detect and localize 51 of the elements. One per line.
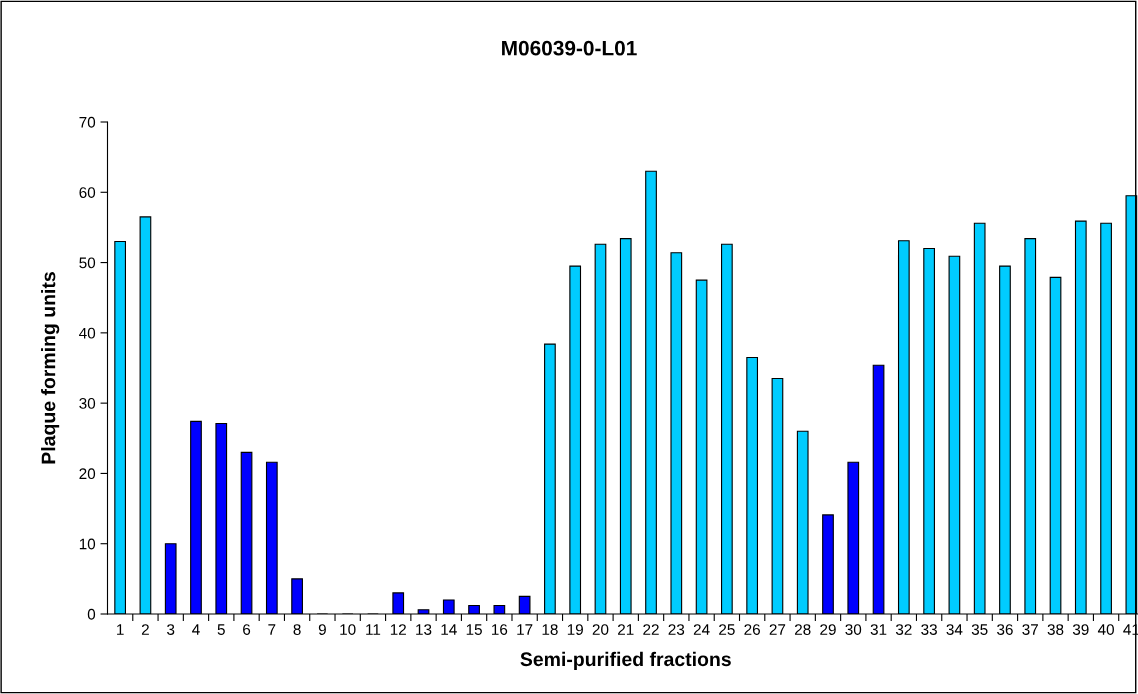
x-tick-label: 1 <box>117 624 124 635</box>
x-tick-label: 16 <box>492 624 508 635</box>
x-tick-label: 18 <box>542 624 558 635</box>
x-tick-label: 10 <box>340 624 356 635</box>
x-tick-label: 24 <box>693 624 710 635</box>
x-tick-label: 17 <box>517 624 533 635</box>
y-tick-label: 30 <box>79 398 96 409</box>
x-tick-label: 28 <box>794 624 811 635</box>
x-tick-label: 15 <box>466 624 482 635</box>
x-tick-label: 32 <box>895 624 912 635</box>
x-tick-label: 4 <box>192 624 200 635</box>
x-tick-label: 34 <box>946 624 963 635</box>
x-tick-label: 5 <box>217 624 225 635</box>
x-tick-label: 25 <box>719 624 735 635</box>
y-tick-label: 40 <box>79 327 96 339</box>
x-tick-label: 30 <box>845 624 862 635</box>
y-axis-title: Plaque forming units <box>41 272 60 464</box>
y-tick-label: 70 <box>79 116 96 128</box>
x-tick-label: 8 <box>293 624 301 635</box>
y-tick-label: 50 <box>79 257 96 269</box>
y-tick-label: 20 <box>79 468 96 480</box>
x-tick-label: 19 <box>567 624 583 635</box>
x-tick-label: 9 <box>318 624 326 635</box>
chart-title: M06039-0-L01 <box>502 40 637 56</box>
x-tick-label: 23 <box>668 624 685 635</box>
x-tick-label: 3 <box>167 624 175 635</box>
x-tick-label: 38 <box>1047 624 1064 635</box>
x-tick-label: 2 <box>141 624 149 635</box>
x-tick-label: 26 <box>744 624 760 635</box>
x-tick-label: 6 <box>243 624 251 635</box>
x-tick-label: 20 <box>592 624 609 635</box>
y-tick-label: 0 <box>87 608 96 620</box>
x-tick-label: 35 <box>971 624 988 635</box>
x-tick-label: 12 <box>390 624 406 635</box>
x-tick-label: 11 <box>366 624 381 635</box>
x-tick-label: 37 <box>1022 624 1038 635</box>
x-tick-label: 13 <box>416 624 432 635</box>
x-tick-label: 31 <box>870 624 887 635</box>
x-tick-label: 14 <box>441 624 457 635</box>
x-tick-label: 39 <box>1072 624 1089 635</box>
x-tick-label: 7 <box>268 624 276 635</box>
x-tick-label: 33 <box>921 624 937 635</box>
x-tick-label: 36 <box>997 624 1013 635</box>
y-tick-label: 10 <box>79 538 96 550</box>
x-tick-label: 29 <box>820 624 836 635</box>
x-tick-label: 21 <box>618 624 634 635</box>
x-axis-title: Semi-purified fractions <box>520 651 731 670</box>
x-tick-label: 40 <box>1097 624 1114 635</box>
x-tick-label: 22 <box>643 624 659 635</box>
x-tick-label: 27 <box>769 624 786 635</box>
y-tick-label: 60 <box>79 187 96 198</box>
